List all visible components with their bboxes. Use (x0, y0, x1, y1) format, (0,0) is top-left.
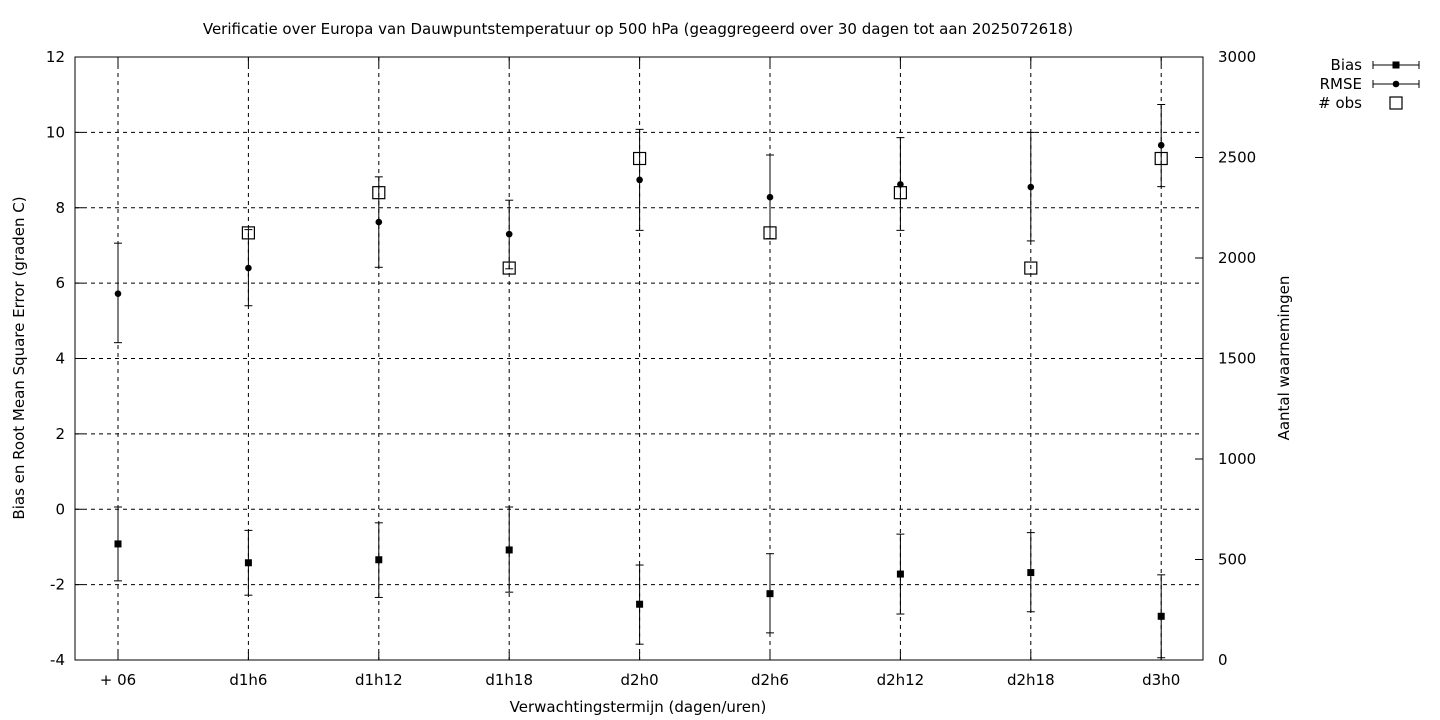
x-tick-label: d1h18 (485, 671, 533, 689)
x-tick-label: d2h6 (751, 671, 789, 689)
obs-point (632, 151, 647, 166)
x-axis-label: Verwachtingstermijn (dagen/uren) (510, 698, 767, 716)
grid (75, 57, 1203, 660)
x-tick-label: d2h0 (621, 671, 659, 689)
y-tick-label: -4 (50, 651, 65, 669)
x-tick-label: d2h18 (1007, 671, 1055, 689)
y-tick-label: 12 (46, 48, 65, 66)
obs-point (763, 226, 777, 240)
y-tick-label: 4 (55, 350, 65, 368)
bias-point (114, 540, 122, 548)
rmse-point (766, 193, 774, 201)
bias-point (1157, 612, 1165, 620)
rmse-point (636, 176, 643, 184)
obs-point (241, 226, 255, 240)
y2-tick-label: 1000 (1218, 450, 1256, 468)
y-axis-label: Bias en Root Mean Square Error (graden C… (10, 196, 28, 519)
data-marks (114, 103, 1168, 659)
y-tick-label: 6 (55, 274, 65, 292)
rmse-point (375, 218, 383, 226)
legend-label-obs: # obs (1318, 94, 1362, 112)
bias-point (1027, 569, 1035, 577)
bias-point (375, 556, 383, 564)
bias-point (896, 570, 904, 578)
legend-label-rmse: RMSE (1320, 75, 1362, 93)
obs-point (372, 186, 386, 200)
bias-point (766, 590, 774, 598)
y-tick-label: 8 (55, 199, 65, 217)
y2-axis-label: Aantal waarnemingen (1275, 276, 1293, 441)
rmse-point (245, 264, 252, 272)
bias-point (636, 600, 644, 608)
obs-point (1024, 261, 1038, 275)
x-tick-label: d1h12 (355, 671, 403, 689)
bias-point (244, 559, 252, 567)
y-tick-label: -2 (50, 576, 65, 594)
y-tick-label: 10 (46, 123, 65, 141)
obs-point (1154, 151, 1168, 166)
x-tick-label: d2h12 (877, 671, 925, 689)
legend-marker-rmse (1392, 80, 1400, 88)
y2-tick-label: 2000 (1218, 249, 1256, 267)
rmse-point (897, 181, 904, 188)
x-tick-label: + 06 (100, 671, 136, 689)
y2-tick-label: 500 (1218, 551, 1247, 569)
y-tick-label: 2 (55, 425, 65, 443)
legend-label-bias: Bias (1331, 56, 1363, 74)
y2-tick-label: 0 (1218, 651, 1228, 669)
y2-tick-label: 1500 (1218, 350, 1256, 368)
rmse-point (1027, 183, 1035, 191)
legend-marker-obs (1389, 96, 1403, 110)
obs-point (502, 261, 516, 275)
x-tick-label: d3h0 (1142, 671, 1180, 689)
x-tick-label: d1h6 (229, 671, 267, 689)
y2-tick-label: 2500 (1218, 149, 1256, 167)
axes: -4 -2 0 2 4 6 8 10 12 0 500 1000 1500 2000 2500 3000 + 0… (46, 48, 1256, 689)
rmse-point (1157, 141, 1165, 149)
chart-title: Verificatie over Europa van Dauwpuntstem… (203, 20, 1073, 38)
rmse-point (505, 230, 513, 238)
y-tick-label: 0 (55, 500, 65, 518)
legend-marker-bias (1392, 61, 1400, 69)
rmse-point (114, 290, 122, 297)
bias-point (505, 546, 513, 554)
y2-tick-label: 3000 (1218, 48, 1256, 66)
obs-point (893, 186, 908, 200)
